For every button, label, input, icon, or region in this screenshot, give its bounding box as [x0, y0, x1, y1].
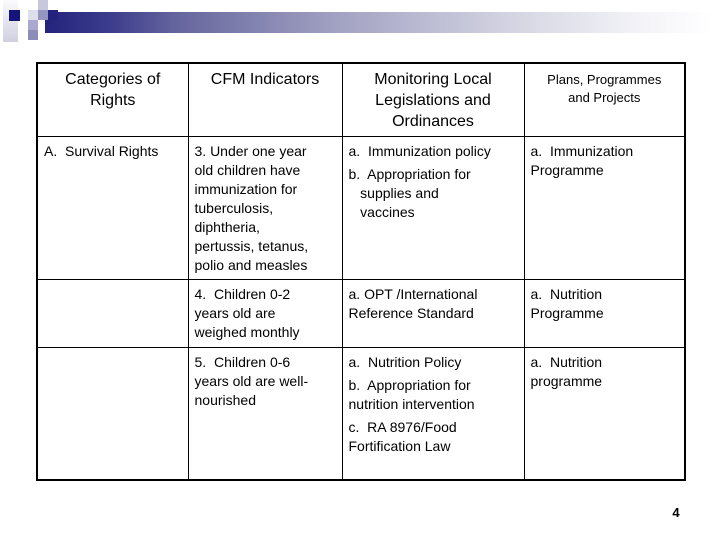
cell-legislations: a. OPT /International Reference Standard: [341, 279, 525, 348]
cell-programmes: a. Immunization Programme: [523, 136, 686, 280]
cell-text: a. Immunization policy: [348, 143, 491, 159]
cell-text: 3. Under one year old children have immu…: [194, 143, 309, 273]
decor-square: [38, 10, 48, 20]
cell-indicator: 3. Under one year old children have immu…: [187, 136, 343, 280]
cell-category: [36, 347, 189, 480]
cell-text: a. Immunization Programme: [530, 143, 634, 178]
cell-indicator: 4. Children 0-2 years old are weighed mo…: [187, 279, 343, 348]
cell-text: a. Nutrition Policy: [348, 354, 462, 370]
cell-programmes: a. Nutrition Programme: [523, 279, 686, 348]
cell-text: a. Nutrition programme: [530, 354, 603, 389]
table-row: A. Survival Rights 3. Under one year old…: [36, 136, 686, 280]
cell-text: b. Appropriation for supplies and vaccin…: [348, 166, 471, 220]
decor-square: [48, 10, 58, 20]
cell-legislations: a. Immunization policy b. Appropriation …: [341, 136, 525, 280]
cell-text: A. Survival Rights: [44, 143, 159, 159]
cell-indicator: 5. Children 0-6 years old are well- nour…: [187, 347, 343, 480]
decor-square: [28, 20, 38, 30]
rights-table: Categories of Rights CFM Indicators Moni…: [36, 62, 686, 481]
table-row: 5. Children 0-6 years old are well- nour…: [36, 347, 686, 480]
cell-programmes: a. Nutrition programme: [523, 347, 686, 480]
decor-square: [28, 10, 38, 20]
header-plans-programmes-projects: Plans, Programmes and Projects: [523, 62, 686, 137]
cell-legislations: a. Nutrition Policy b. Appropriation for…: [341, 347, 525, 480]
cell-category: A. Survival Rights: [36, 136, 189, 280]
cell-text: 5. Children 0-6 years old are well- nour…: [194, 354, 309, 408]
decor-navy-square: [9, 10, 20, 21]
decor-square: [28, 30, 38, 40]
page-number: 4: [672, 505, 680, 520]
decor-gradient-bar: [45, 12, 712, 33]
cell-category: [36, 279, 189, 348]
table-row: 4. Children 0-2 years old are weighed mo…: [36, 279, 686, 348]
header-categories-of-rights: Categories of Rights: [36, 62, 189, 137]
cell-text: a. OPT /International Reference Standard: [348, 286, 478, 321]
cell-text: c. RA 8976/Food Fortification Law: [348, 419, 457, 454]
header-cfm-indicators: CFM Indicators: [187, 62, 343, 137]
header-monitoring-local-legislations: Monitoring Local Legislations and Ordina…: [341, 62, 525, 137]
cell-text: b. Appropriation for nutrition intervent…: [348, 377, 475, 412]
cell-text: 4. Children 0-2 years old are weighed mo…: [194, 286, 300, 340]
cell-text: a. Nutrition Programme: [530, 286, 604, 321]
decor-square: [38, 0, 48, 10]
table-header-row: Categories of Rights CFM Indicators Moni…: [36, 62, 686, 137]
decor-vertical-bar: [3, 0, 18, 42]
